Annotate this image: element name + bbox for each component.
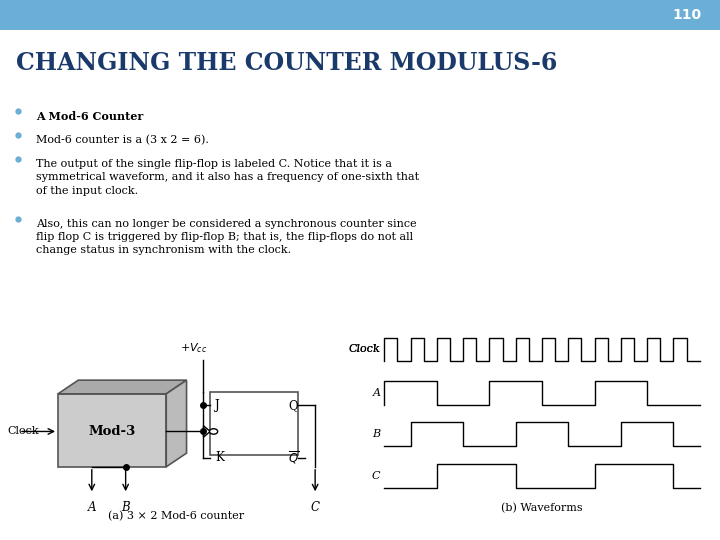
Text: 110: 110 [673,8,702,22]
Text: B: B [122,501,130,514]
Bar [0,0,720,30]
Text: Mod-3: Mod-3 [89,425,136,438]
Bar [58,394,166,467]
Text: B: B [372,429,380,439]
Circle shape [210,429,217,434]
Text: Clock: Clock [348,345,380,354]
Text: CHANGING THE COUNTER MODULUS-6: CHANGING THE COUNTER MODULUS-6 [16,51,557,75]
Text: The output of the single flip-flop is labeled C. Notice that it is a
symmetrical: The output of the single flip-flop is la… [36,159,419,195]
Text: J: J [215,399,220,411]
Polygon shape [166,380,186,467]
Text: (b) Waveforms: (b) Waveforms [501,503,582,514]
Text: Q: Q [288,399,297,411]
Bar [210,392,298,455]
Text: C: C [310,501,320,514]
Text: (a) 3 × 2 Mod-6 counter: (a) 3 × 2 Mod-6 counter [108,511,245,522]
Text: $+V_{cc}$: $+V_{cc}$ [179,341,207,355]
Text: Also, this can no longer be considered a synchronous counter since
flip flop C i: Also, this can no longer be considered a… [36,219,417,255]
Polygon shape [204,426,210,437]
Text: A: A [88,501,96,514]
Text: K: K [215,451,224,464]
Text: C: C [372,471,380,481]
Text: A: A [372,388,380,399]
Text: $\overline{Q}$: $\overline{Q}$ [288,449,300,466]
Polygon shape [58,380,186,394]
Text: A Mod-6 Counter: A Mod-6 Counter [36,111,143,122]
Text: Mod-6 counter is a (3 x 2 = 6).: Mod-6 counter is a (3 x 2 = 6). [36,135,209,145]
Text: Clock: Clock [348,345,380,354]
Text: Clock: Clock [7,427,39,436]
